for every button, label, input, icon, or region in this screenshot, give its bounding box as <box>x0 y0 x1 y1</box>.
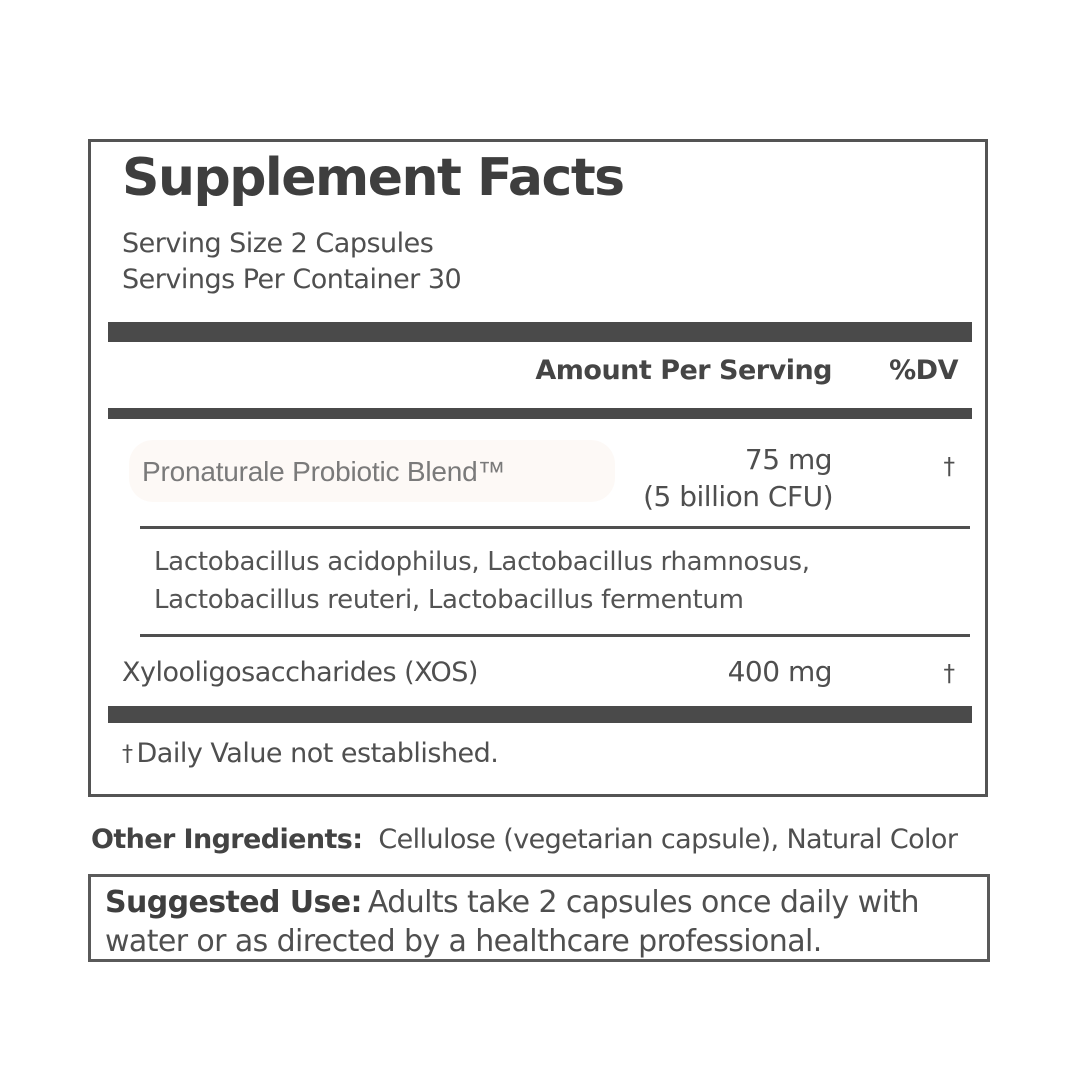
row-divider <box>140 526 970 529</box>
dagger-symbol: † <box>943 661 956 687</box>
other-ingredients-line: Other Ingredients: Cellulose (vegetarian … <box>91 824 958 855</box>
amount-detail-cfu: (5 billion CFU) <box>643 480 833 513</box>
sub-ingredients-line-2: Lactobacillus reuteri, Lactobacillus fer… <box>154 585 744 615</box>
suggested-use-paragraph: Suggested Use: Adults take 2 capsules onc… <box>105 883 973 961</box>
other-ingredients-label: Other Ingredients: <box>91 824 363 855</box>
panel-title: Supplement Facts <box>122 148 625 208</box>
column-header-percent-dv: %DV <box>889 355 958 386</box>
dv-footnote: † Daily Value not established. <box>122 738 499 769</box>
header-divider <box>108 408 972 419</box>
row-divider <box>140 634 970 637</box>
dv-footnote-text: Daily Value not established. <box>136 738 499 769</box>
servings-per-container-line: Servings Per Container 30 <box>122 264 462 295</box>
amount-value-xos: 400 mg <box>727 655 833 688</box>
suggested-use-text: Adults take 2 capsules once daily with w… <box>105 885 919 959</box>
sub-ingredients-line-1: Lactobacillus acidophilus, Lactobacillus… <box>154 547 810 577</box>
dagger-symbol: † <box>943 454 956 480</box>
amount-value-probiotic-blend: 75 mg <box>744 443 833 476</box>
ingredient-name-probiotic-blend: Pronaturale Probiotic Blend™ <box>142 456 506 487</box>
column-header-amount-per-serving: Amount Per Serving <box>535 355 832 386</box>
thick-divider-top <box>108 322 972 342</box>
suggested-use-box: Suggested Use: Adults take 2 capsules onc… <box>88 874 990 962</box>
dagger-symbol: † <box>122 742 133 767</box>
supplement-facts-panel: Supplement Facts Serving Size 2 Capsules… <box>88 139 988 797</box>
serving-size-line: Serving Size 2 Capsules <box>122 228 434 259</box>
suggested-use-label: Suggested Use: <box>105 885 362 920</box>
other-ingredients-text: Cellulose (vegetarian capsule), Natural … <box>378 824 958 855</box>
ingredient-name-xos: Xylooligosaccharides (XOS) <box>122 657 478 688</box>
thick-divider-bottom <box>108 706 972 723</box>
blend-name-background-patch <box>129 440 615 502</box>
